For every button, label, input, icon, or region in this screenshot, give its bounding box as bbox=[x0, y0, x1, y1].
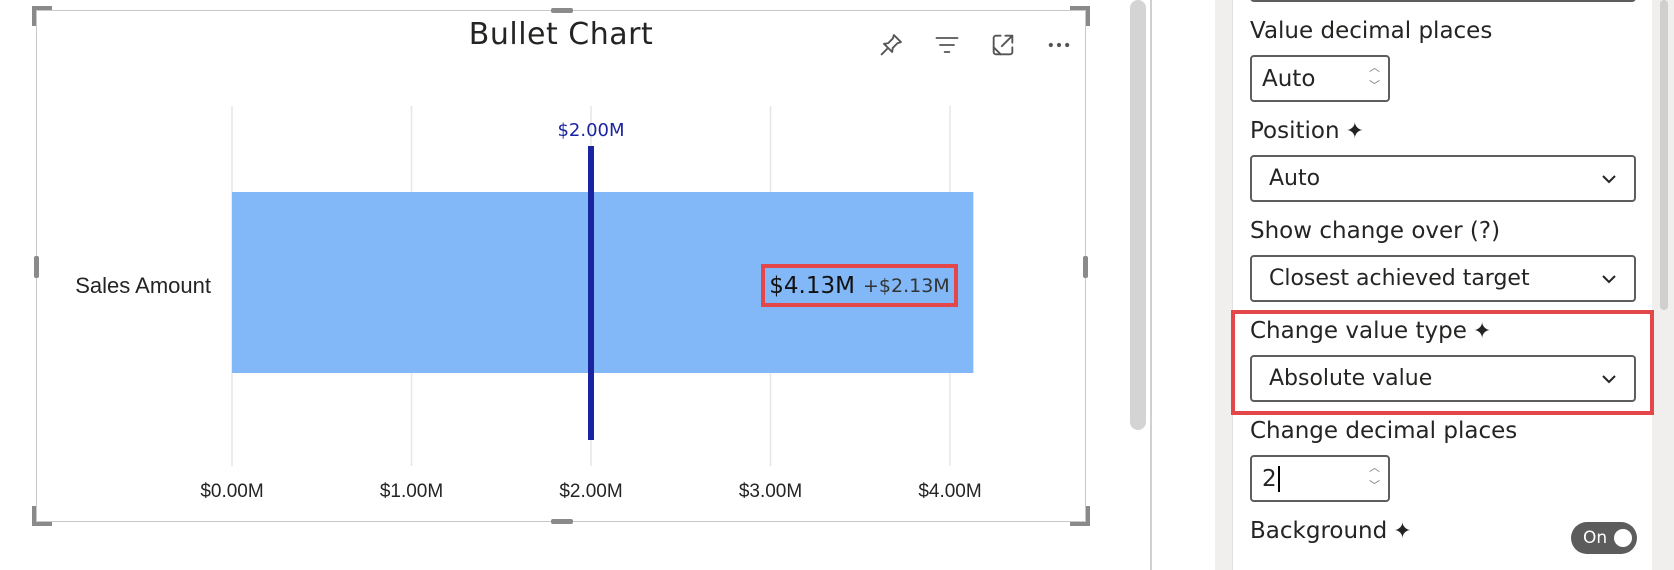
chart-area: $0.00M $1.00M $2.00M $3.00M $4.00M Sales Amou… bbox=[37, 11, 1087, 523]
category-label: Sales Amount bbox=[75, 273, 211, 298]
show-change-over-value: Closest achieved target bbox=[1269, 266, 1530, 291]
x-tick-label: $4.00M bbox=[918, 481, 981, 502]
filter-icon[interactable] bbox=[927, 25, 967, 65]
background-label: Background ✦ bbox=[1250, 518, 1412, 544]
chevron-up-icon[interactable]: ︿ bbox=[1369, 61, 1380, 74]
toggle-knob bbox=[1614, 529, 1632, 547]
chevron-down-icon bbox=[1602, 275, 1616, 284]
value-decimal-places-stepper[interactable]: Auto ︿ ﹀ bbox=[1250, 55, 1390, 102]
x-tick-label: $0.00M bbox=[200, 481, 263, 502]
resize-handle-top[interactable] bbox=[551, 8, 573, 13]
x-tick-label: $2.00M bbox=[559, 481, 622, 502]
bullet-chart-visual[interactable]: $0.00M $1.00M $2.00M $3.00M $4.00M Sales Amou… bbox=[32, 6, 1090, 526]
change-value-type-highlight bbox=[1231, 310, 1654, 415]
previous-field-bottom bbox=[1250, 0, 1636, 2]
resize-handle-bottom[interactable] bbox=[551, 519, 573, 524]
position-label: Position ✦ bbox=[1250, 118, 1364, 144]
value-data-label: $4.13M bbox=[769, 272, 855, 299]
change-decimal-places-label: Change decimal places bbox=[1250, 418, 1518, 444]
pin-icon[interactable] bbox=[871, 25, 911, 65]
change-value-type-label: Change value type ✦ bbox=[1250, 318, 1491, 344]
visual-header-icons bbox=[871, 25, 1079, 65]
sparkle-icon: ✦ bbox=[1345, 119, 1364, 144]
value-decimal-places-label: Value decimal places bbox=[1250, 18, 1493, 44]
focus-mode-icon[interactable] bbox=[983, 25, 1023, 65]
resize-handle-top-left[interactable] bbox=[32, 6, 52, 26]
actual-value-bar bbox=[232, 192, 974, 373]
show-change-over-label: Show change over (?) bbox=[1250, 218, 1501, 244]
text-cursor bbox=[1277, 465, 1280, 492]
data-label-highlight: $4.13M +$2.13M bbox=[761, 264, 958, 307]
change-value-type-label-text: Change value type bbox=[1250, 318, 1467, 344]
x-tick-label: $3.00M bbox=[739, 481, 802, 502]
resize-handle-top-right[interactable] bbox=[1070, 6, 1090, 26]
background-toggle-text: On bbox=[1583, 528, 1608, 548]
resize-handle-bottom-left[interactable] bbox=[32, 506, 52, 526]
position-label-text: Position bbox=[1250, 118, 1340, 144]
chevron-down-icon[interactable]: ﹀ bbox=[1369, 479, 1380, 492]
background-label-text: Background bbox=[1250, 518, 1388, 544]
sparkle-icon: ✦ bbox=[1393, 519, 1412, 544]
chevron-down-icon bbox=[1602, 175, 1616, 184]
target-marker bbox=[588, 146, 594, 440]
show-change-over-dropdown[interactable]: Closest achieved target bbox=[1250, 255, 1636, 302]
resize-handle-left[interactable] bbox=[34, 256, 39, 278]
visual-title: Bullet Chart bbox=[468, 17, 654, 52]
pane-divider bbox=[1150, 0, 1152, 570]
chevron-down-icon[interactable]: ﹀ bbox=[1369, 79, 1380, 92]
resize-handle-bottom-right[interactable] bbox=[1070, 506, 1090, 526]
change-data-label: +$2.13M bbox=[862, 274, 950, 297]
resize-handle-right[interactable] bbox=[1083, 256, 1088, 278]
value-decimal-places-value: Auto bbox=[1262, 65, 1316, 92]
bullet-chart-svg: $0.00M $1.00M $2.00M $3.00M $4.00M Sales Amou… bbox=[75, 106, 982, 502]
more-options-icon[interactable] bbox=[1039, 25, 1079, 65]
canvas-scrollbar[interactable] bbox=[1130, 0, 1146, 430]
sparkle-icon: ✦ bbox=[1472, 319, 1492, 344]
change-value-type-dropdown[interactable]: Absolute value bbox=[1250, 355, 1636, 402]
target-label: $2.00M bbox=[557, 120, 624, 141]
x-tick-label: $1.00M bbox=[380, 481, 443, 502]
position-dropdown[interactable]: Auto bbox=[1250, 155, 1636, 202]
format-pane-scrollbar[interactable] bbox=[1660, 0, 1668, 310]
change-decimal-places-value: 2 bbox=[1262, 465, 1277, 492]
change-decimal-places-stepper[interactable]: 2 ︿ ﹀ bbox=[1250, 455, 1390, 502]
chevron-down-icon bbox=[1602, 375, 1616, 384]
change-value-type-value: Absolute value bbox=[1269, 366, 1433, 391]
chevron-up-icon[interactable]: ︿ bbox=[1369, 461, 1380, 474]
position-dropdown-value: Auto bbox=[1269, 166, 1321, 191]
background-toggle[interactable]: On bbox=[1571, 522, 1637, 554]
